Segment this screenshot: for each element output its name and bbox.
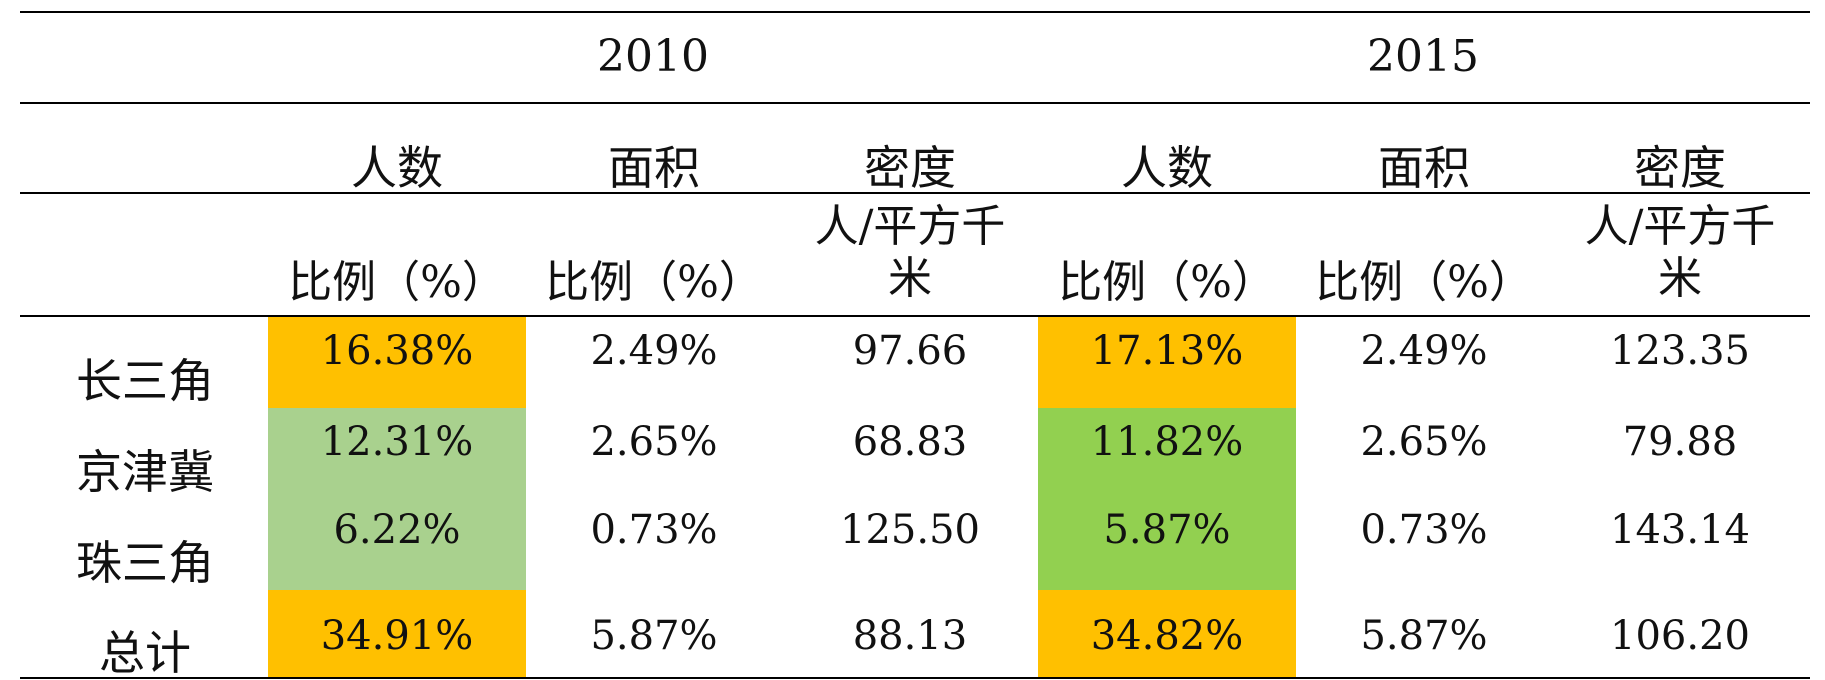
cell-pearl-2010-density: 125.50 (840, 507, 980, 553)
table-bottom-rule (20, 677, 1810, 679)
metric-header-2010-population: 人数 (351, 141, 443, 195)
cell-yangtze-2010-population: 16.38% (320, 328, 474, 374)
cell-pearl-2010-population: 6.22% (333, 507, 461, 553)
metric-header-rule (20, 192, 1810, 194)
unit-header-2015-density: 人/平方千 米 (1552, 193, 1808, 305)
row-label-total: 总计 (99, 626, 191, 680)
unit-header-2015-density-line1: 人/平方千 (1584, 201, 1776, 253)
cell-total-2015-population: 34.82% (1090, 613, 1244, 659)
row-label-yangtze-delta: 长三角 (76, 354, 214, 408)
year-header-rule (20, 102, 1810, 104)
highlight-2015-yangtze (1038, 317, 1296, 408)
cell-pearl-2015-area: 0.73% (1360, 507, 1488, 553)
cell-jingjinji-2010-density: 68.83 (852, 419, 968, 465)
row-label-pearl-river-delta: 珠三角 (76, 536, 214, 590)
unit-header-2015-area: 比例（%） (1315, 257, 1533, 308)
unit-header-2010-density-line1: 人/平方千 (814, 201, 1006, 253)
unit-header-2015-density-line2: 米 (1658, 253, 1702, 305)
unit-header-2015-population: 比例（%） (1058, 257, 1276, 308)
cell-total-2010-area: 5.87% (590, 613, 718, 659)
cell-total-2010-population: 34.91% (320, 613, 474, 659)
cell-jingjinji-2010-population: 12.31% (320, 419, 474, 465)
highlight-2015-jingjinji-zhusanjiao (1038, 408, 1296, 590)
unit-header-2010-density: 人/平方千 米 (782, 193, 1038, 305)
row-label-jingjinji: 京津冀 (76, 445, 214, 499)
cell-total-2015-area: 5.87% (1360, 613, 1488, 659)
metric-header-2010-area: 面积 (608, 141, 700, 195)
cell-total-2010-density: 88.13 (852, 613, 968, 659)
cell-pearl-2015-density: 143.14 (1610, 507, 1750, 553)
cell-jingjinji-2010-area: 2.65% (590, 419, 718, 465)
cell-yangtze-2015-density: 123.35 (1610, 328, 1750, 374)
highlight-2010-jingjinji-zhusanjiao (268, 408, 526, 590)
cell-yangtze-2010-area: 2.49% (590, 328, 718, 374)
unit-header-2010-density-line2: 米 (888, 253, 932, 305)
metric-header-2015-density: 密度 (1634, 141, 1726, 195)
metric-header-2015-area: 面积 (1378, 141, 1470, 195)
year-header-2010: 2010 (597, 31, 709, 82)
cell-jingjinji-2015-density: 79.88 (1622, 419, 1738, 465)
table-top-rule (20, 11, 1810, 13)
cell-pearl-2010-area: 0.73% (590, 507, 718, 553)
unit-header-rule (20, 315, 1810, 317)
unit-header-2010-area: 比例（%） (545, 257, 763, 308)
cell-jingjinji-2015-area: 2.65% (1360, 419, 1488, 465)
highlight-2010-yangtze (268, 317, 526, 408)
cell-jingjinji-2015-population: 11.82% (1090, 419, 1244, 465)
cell-pearl-2015-population: 5.87% (1103, 507, 1231, 553)
cell-yangtze-2015-area: 2.49% (1360, 328, 1488, 374)
year-header-2015: 2015 (1367, 31, 1479, 82)
cell-yangtze-2010-density: 97.66 (852, 328, 968, 374)
highlight-2015-total (1038, 590, 1296, 679)
metric-header-2015-population: 人数 (1121, 141, 1213, 195)
cell-yangtze-2015-population: 17.13% (1090, 328, 1244, 374)
highlight-2010-total (268, 590, 526, 679)
cell-total-2015-density: 106.20 (1610, 613, 1750, 659)
metric-header-2010-density: 密度 (864, 141, 956, 195)
unit-header-2010-population: 比例（%） (288, 257, 506, 308)
